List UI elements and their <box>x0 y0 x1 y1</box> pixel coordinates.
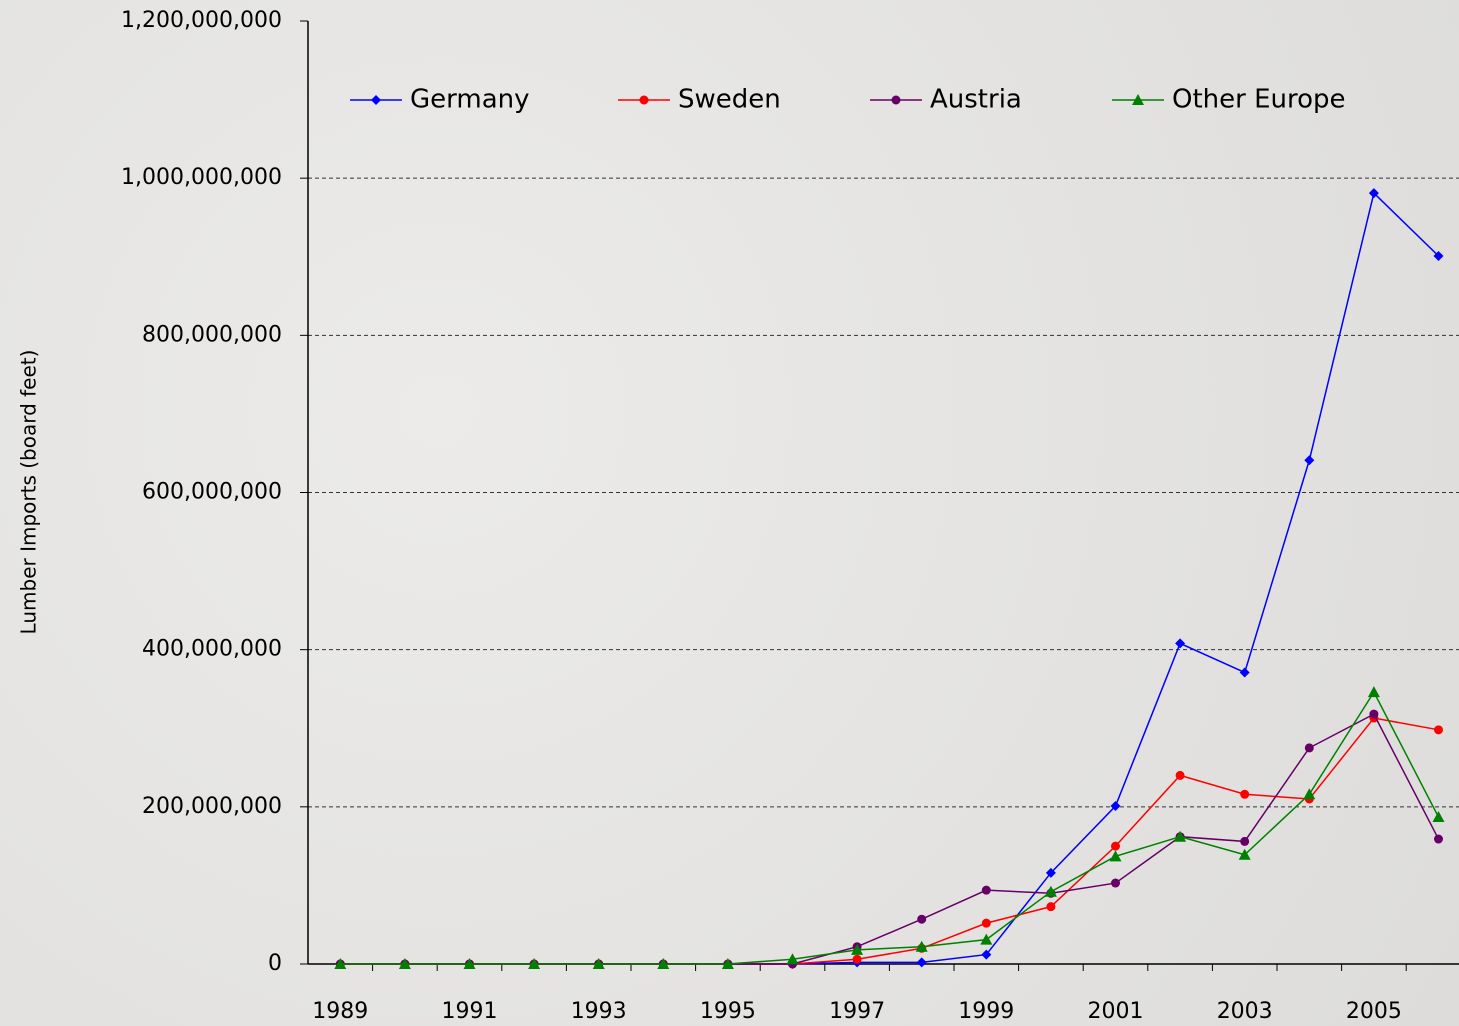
y-tick-label: 1,000,000,000 <box>121 165 282 190</box>
legend-marker <box>371 95 381 105</box>
data-point <box>1303 788 1316 800</box>
data-point <box>851 943 864 955</box>
data-point <box>1044 885 1057 897</box>
x-tick-label: 2001 <box>1088 999 1144 1024</box>
data-point <box>1239 667 1250 678</box>
data-point <box>592 958 605 969</box>
data-point <box>1111 841 1120 851</box>
data-point <box>1240 836 1250 846</box>
data-point <box>981 949 992 960</box>
x-tick-label: 1995 <box>700 999 756 1024</box>
data-point <box>981 918 991 928</box>
data-point <box>1174 830 1187 842</box>
data-point <box>981 885 991 895</box>
data-point <box>786 953 799 965</box>
data-point <box>917 914 927 924</box>
x-tick-label: 1989 <box>312 999 368 1024</box>
data-point <box>721 958 734 969</box>
legend-marker <box>891 95 901 105</box>
y-tick-label: 200,000,000 <box>142 794 282 819</box>
y-tick-label: 600,000,000 <box>142 480 282 505</box>
series-line <box>340 713 1440 965</box>
legend-label: Austria <box>930 85 1022 115</box>
data-point <box>528 958 541 969</box>
legend-marker <box>1132 94 1144 105</box>
data-point <box>1304 743 1314 753</box>
data-point <box>1046 902 1056 912</box>
data-point <box>852 954 862 964</box>
legend-label: Other Europe <box>1172 85 1346 115</box>
series-line <box>340 690 1440 965</box>
data-point <box>463 958 476 969</box>
x-tick-label: 2003 <box>1217 999 1273 1024</box>
y-tick-label: 0 <box>268 951 282 976</box>
y-tick-label: 1,200,000,000 <box>121 8 282 33</box>
data-point <box>398 958 411 969</box>
x-tick-label: 1991 <box>442 999 498 1024</box>
data-point <box>1240 789 1250 799</box>
x-tick-label: 1997 <box>829 999 885 1024</box>
data-point <box>1111 878 1120 888</box>
data-point <box>1238 848 1251 860</box>
data-point <box>1432 811 1445 823</box>
data-point <box>657 958 670 969</box>
legend-label: Germany <box>410 85 530 115</box>
data-point <box>334 958 347 969</box>
data-point <box>1434 725 1443 735</box>
data-point <box>916 957 927 968</box>
data-point <box>1434 834 1443 844</box>
data-point <box>980 933 993 945</box>
y-tick-label: 800,000,000 <box>142 322 282 347</box>
data-point <box>1433 250 1444 261</box>
data-point <box>1109 850 1122 862</box>
data-point <box>915 940 928 952</box>
data-point <box>1175 770 1185 780</box>
x-tick-label: 1999 <box>958 999 1014 1024</box>
y-axis-title: Lumber Imports (board feet) <box>17 350 41 635</box>
data-point <box>1369 709 1379 719</box>
legend-marker <box>639 95 649 105</box>
data-point <box>1110 801 1121 812</box>
series-line <box>340 191 1440 965</box>
data-point <box>1304 455 1315 466</box>
series-line <box>340 717 1439 965</box>
legend-label: Sweden <box>678 85 781 115</box>
y-tick-label: 400,000,000 <box>142 637 282 662</box>
data-point <box>1045 867 1056 878</box>
x-tick-label: 2005 <box>1346 999 1402 1024</box>
data-point <box>1368 188 1379 199</box>
data-point <box>1175 638 1186 649</box>
data-point <box>1367 686 1380 698</box>
x-tick-label: 1993 <box>571 999 627 1024</box>
